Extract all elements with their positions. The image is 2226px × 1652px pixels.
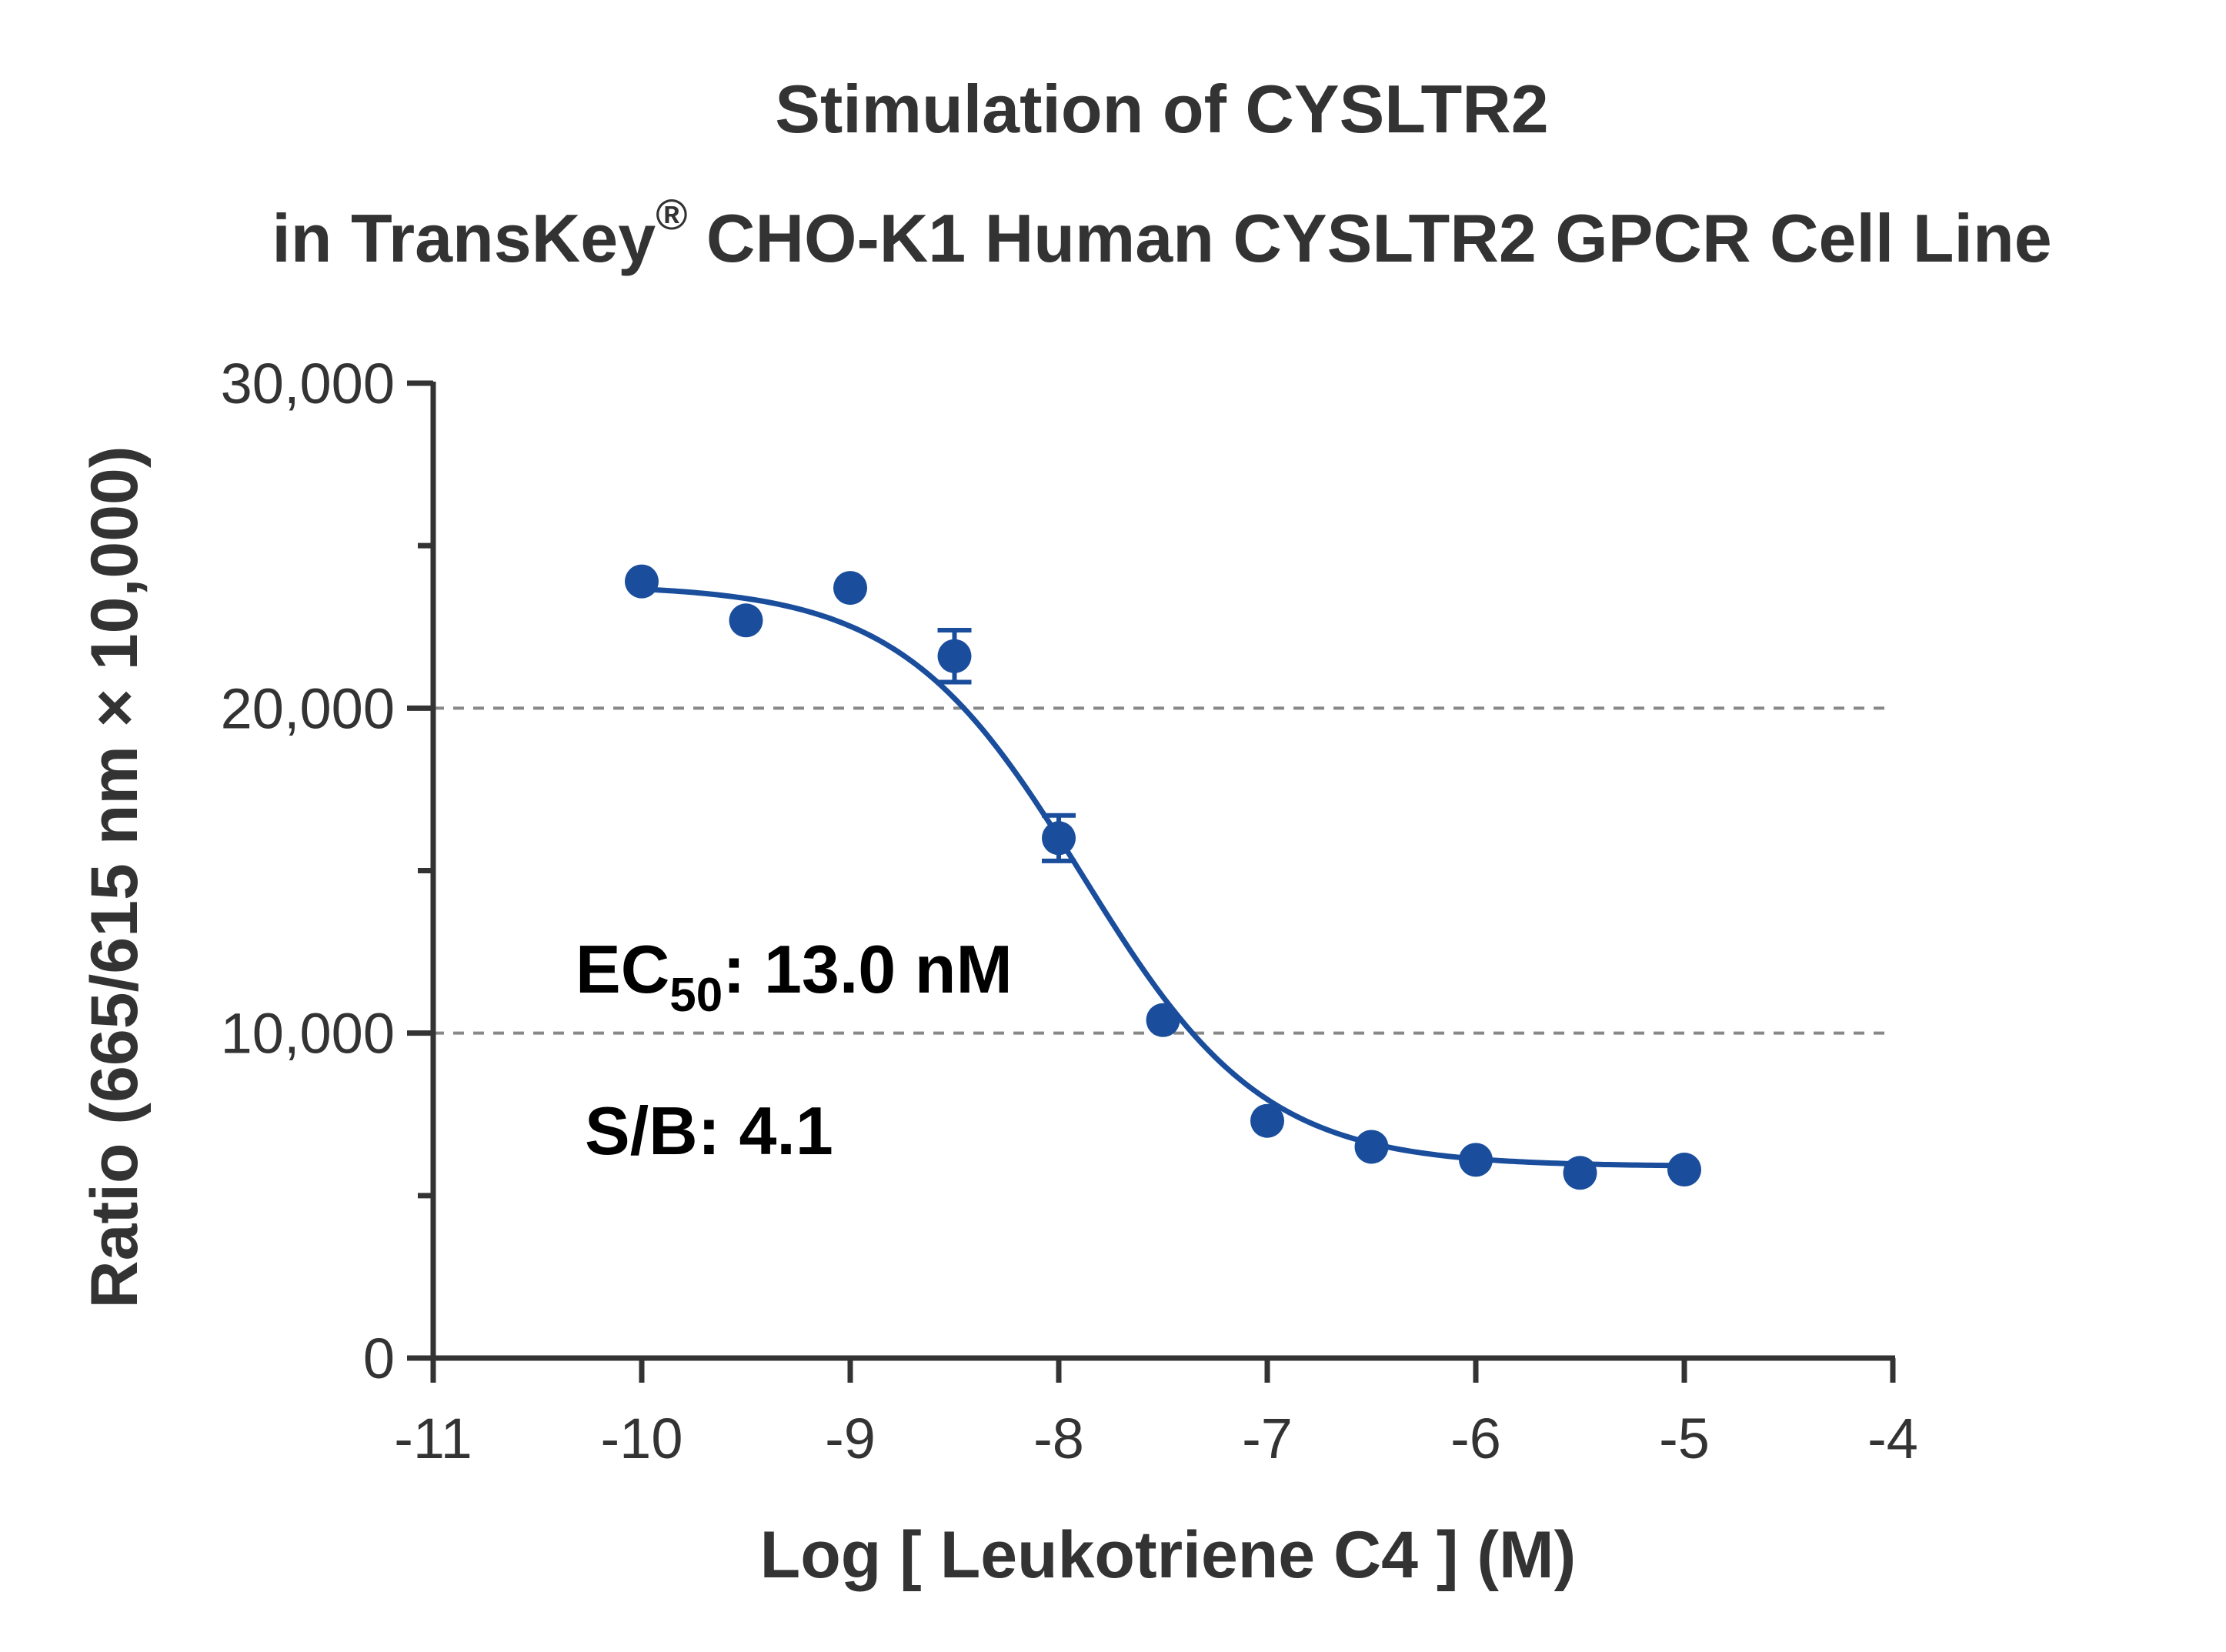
y-tick-label: 30,000 [221, 352, 395, 416]
x-tick-label: -6 [1450, 1407, 1501, 1470]
x-tick-label: -4 [1867, 1407, 1918, 1470]
data-point [1354, 1130, 1389, 1164]
x-tick-label: -5 [1659, 1407, 1710, 1470]
y-tick-labels: 0 10,000 20,000 30,000 [221, 352, 395, 1390]
chart-title-line2: in TransKey® CHO-K1 Human CYSLTR2 GPCR C… [272, 190, 2051, 276]
ec50-value: : 13.0 nM [723, 931, 1013, 1007]
ec50-annotation: EC50: 13.0 nM [576, 931, 1013, 1022]
x-tick-label: -10 [601, 1407, 683, 1470]
data-point [1146, 1003, 1180, 1037]
data-points [625, 564, 1701, 1190]
data-point [1042, 821, 1076, 856]
data-point [937, 639, 972, 673]
x-tick-label: -8 [1033, 1407, 1084, 1470]
data-point [1563, 1156, 1597, 1190]
chart-title-line2-post: CHO-K1 Human CYSLTR2 GPCR Cell Line [687, 200, 2051, 276]
fit-curve [641, 586, 1685, 1169]
x-tick-labels: -11 -10 -9 -8 -7 -6 -5 -4 [394, 1407, 1918, 1470]
data-point [729, 603, 763, 638]
data-point [625, 564, 659, 599]
y-tick-label: 20,000 [221, 676, 395, 740]
axes [407, 380, 1896, 1383]
y-tick-label: 0 [363, 1327, 395, 1390]
x-tick-label: -9 [825, 1407, 876, 1470]
ec50-subscript: 50 [669, 969, 723, 1022]
x-tick-label: -7 [1242, 1407, 1293, 1470]
chart-title-registered-mark: ® [656, 190, 687, 239]
data-point [833, 571, 867, 606]
data-point [1459, 1143, 1493, 1177]
sb-annotation: S/B: 4.1 [585, 1093, 833, 1169]
data-point [1667, 1153, 1701, 1187]
ec50-prefix: EC [576, 931, 669, 1007]
data-point [1250, 1103, 1284, 1138]
y-tick-label: 10,000 [221, 1002, 395, 1066]
x-axis-label: Log [ Leukotriene C4 ] (M) [760, 1518, 1577, 1592]
x-tick-label: -11 [394, 1407, 472, 1470]
chart-title-line2-pre: in TransKey [272, 200, 656, 276]
chart-title-line1: Stimulation of CYSLTR2 [775, 71, 1548, 147]
y-axis-label: Ratio (665/615 nm × 10,000) [78, 446, 152, 1309]
